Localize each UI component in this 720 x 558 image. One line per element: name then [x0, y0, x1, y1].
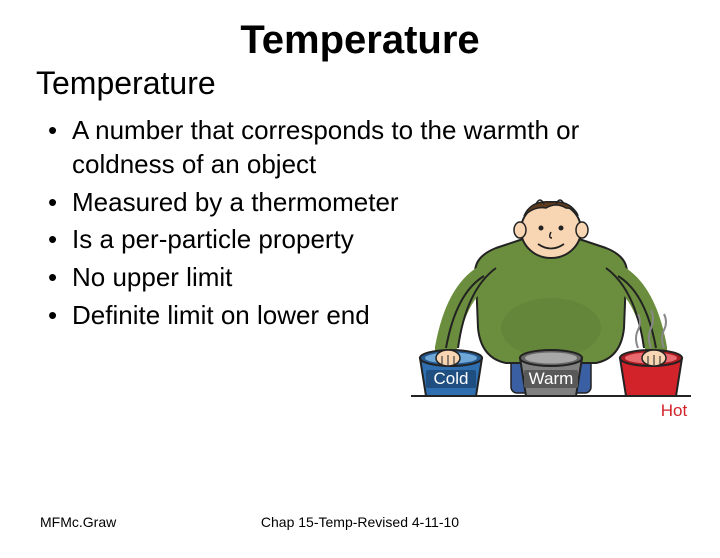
footer-author: MFMc.Graw	[40, 514, 116, 530]
slide-subtitle: Temperature	[36, 65, 720, 102]
bucket-label-hot: Hot	[661, 401, 688, 420]
bucket-label-cold: Cold	[434, 369, 469, 388]
slide: Temperature Temperature A number that co…	[0, 18, 720, 558]
buckets-illustration: Cold Warm Hot	[406, 198, 696, 448]
bucket-label-warm: Warm	[529, 369, 574, 388]
footer-chapter: Chap 15-Temp-Revised 4-11-10	[261, 514, 459, 530]
slide-title: Temperature	[0, 18, 720, 63]
bullet-item: A number that corresponds to the warmth …	[48, 114, 658, 182]
